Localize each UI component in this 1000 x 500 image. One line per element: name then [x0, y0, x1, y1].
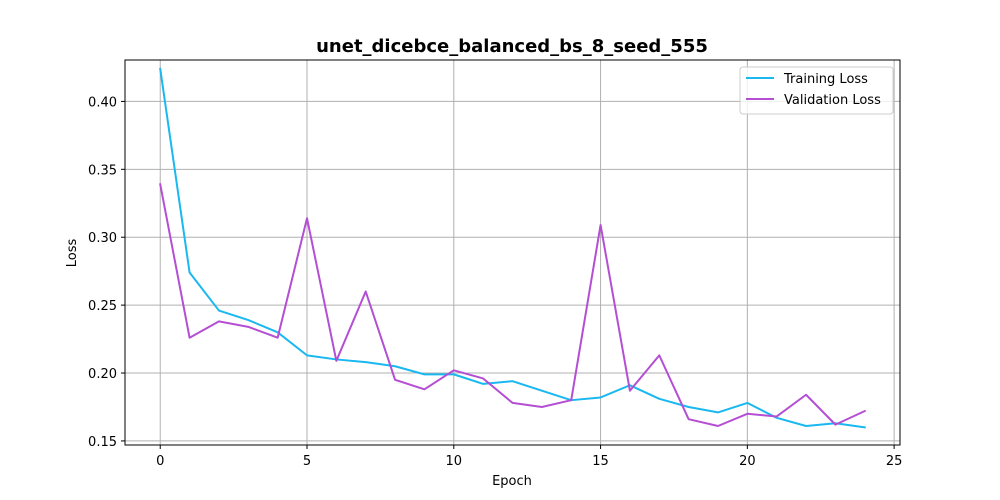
legend-box — [739, 66, 894, 115]
y-tick-label: 0.40 — [88, 95, 117, 110]
grid — [125, 60, 900, 445]
x-tick-label: 20 — [739, 454, 756, 469]
x-tick-label: 25 — [886, 454, 903, 469]
x-tick-label: 15 — [592, 454, 609, 469]
y-axis-label: Loss — [65, 239, 80, 268]
x-tick-label: 0 — [156, 454, 164, 469]
chart-title: unet_dicebce_balanced_bs_8_seed_555 — [316, 36, 708, 57]
legend-label-validation: Validation Loss — [784, 93, 881, 108]
series-lines — [159, 67, 867, 429]
validation-loss-line — [159, 183, 867, 427]
x-tick-label: 5 — [303, 454, 311, 469]
legend: Training Loss Validation Loss — [739, 66, 894, 115]
x-tick-label: 10 — [446, 454, 463, 469]
axis-ticks: 0 5 10 15 20 25 0.15 0.20 0.25 0.30 0.35 0.40 — [88, 95, 902, 469]
y-tick-label: 0.35 — [88, 163, 117, 178]
y-tick-label: 0.20 — [88, 367, 117, 382]
x-axis-label: Epoch — [492, 474, 532, 489]
y-tick-label: 0.25 — [88, 299, 117, 314]
y-tick-label: 0.15 — [88, 435, 117, 450]
y-tick-label: 0.30 — [88, 231, 117, 246]
plot-frame — [124, 59, 901, 446]
training-loss-line — [159, 67, 866, 429]
legend-label-training: Training Loss — [783, 72, 868, 87]
